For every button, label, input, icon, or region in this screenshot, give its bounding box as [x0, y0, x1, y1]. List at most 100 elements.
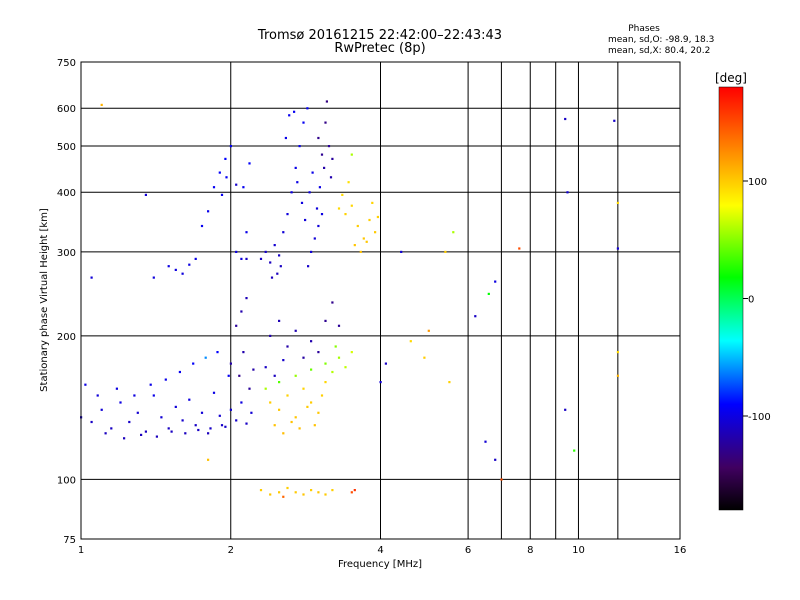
x-axis-label: Frequency [MHz]: [338, 559, 422, 570]
x-tick-label: 2: [228, 545, 234, 556]
x-tick-label: 4: [377, 545, 383, 556]
data-point: [320, 153, 324, 156]
data-point: [178, 370, 181, 374]
data-point: [400, 250, 403, 253]
colorbar-tick-label: 0: [748, 295, 754, 306]
data-point: [324, 381, 327, 384]
data-point: [359, 250, 362, 253]
data-point: [325, 100, 328, 103]
data-point: [278, 319, 281, 322]
data-point: [353, 489, 356, 492]
data-point: [115, 387, 118, 390]
data-point: [282, 432, 285, 435]
y-tick-label: 75: [63, 535, 76, 546]
data-point: [350, 351, 353, 354]
data-point: [318, 186, 321, 189]
chart-title: Tromsø 20161215 22:42:00–22:43:43: [257, 28, 502, 43]
data-point: [365, 240, 368, 243]
data-point: [149, 383, 152, 386]
data-point: [245, 257, 248, 260]
data-point: [317, 491, 320, 494]
plot-frame: [80, 61, 681, 540]
data-point: [362, 237, 365, 240]
data-point: [128, 420, 131, 424]
data-point: [194, 257, 197, 260]
stats-line-o: mean, sd,O: -98.9, 18.3: [608, 35, 714, 45]
data-point: [204, 356, 207, 359]
data-point: [294, 491, 297, 494]
data-point: [329, 176, 333, 179]
stats-line-x: mean, sd,X: 80.4, 20.2: [608, 46, 710, 56]
data-point: [308, 191, 311, 194]
data-point: [248, 162, 251, 165]
data-point: [229, 408, 232, 411]
data-point: [302, 356, 305, 359]
data-point: [384, 362, 387, 365]
data-point: [331, 301, 334, 304]
data-point: [376, 215, 379, 219]
data-point: [313, 424, 316, 427]
data-point: [279, 265, 282, 268]
data-point: [184, 432, 187, 435]
data-point: [302, 387, 305, 390]
data-point: [350, 491, 353, 494]
data-point: [286, 394, 289, 397]
data-point: [278, 381, 281, 384]
data-point: [356, 224, 359, 228]
data-point: [302, 121, 305, 124]
y-tick-label: 600: [57, 104, 76, 115]
data-point: [353, 244, 356, 247]
data-point: [331, 489, 334, 492]
data-point: [290, 191, 293, 194]
data-point: [140, 433, 143, 436]
data-point: [573, 449, 576, 452]
data-point: [110, 427, 113, 430]
data-points: [80, 100, 619, 498]
data-point: [350, 153, 353, 156]
data-point: [337, 324, 341, 327]
data-point: [347, 181, 350, 184]
data-point: [278, 491, 281, 494]
data-point: [307, 265, 310, 268]
data-point: [152, 394, 155, 397]
data-point: [494, 280, 497, 283]
data-point: [144, 193, 147, 196]
data-point: [324, 121, 327, 124]
stats-title: Phases: [628, 24, 660, 34]
data-point: [212, 391, 216, 394]
data-point: [474, 315, 477, 318]
data-point: [294, 374, 297, 377]
data-point: [350, 204, 353, 207]
data-point: [306, 405, 309, 408]
data-point: [212, 186, 216, 189]
data-point: [264, 250, 267, 253]
data-point: [409, 340, 412, 343]
x-tick-label: 6: [465, 545, 471, 556]
data-point: [286, 486, 289, 490]
data-point: [317, 351, 320, 354]
data-point: [276, 272, 279, 275]
data-point: [452, 231, 455, 234]
data-point: [344, 213, 347, 216]
data-point: [368, 218, 371, 222]
data-point: [248, 387, 251, 390]
data-point: [311, 171, 314, 174]
y-tick-label: 400: [57, 188, 76, 199]
data-point: [197, 428, 200, 432]
data-point: [220, 424, 224, 427]
data-point: [423, 356, 426, 359]
x-tick-label: 16: [674, 545, 687, 556]
data-point: [252, 368, 255, 371]
colorbar-tick-label: -100: [748, 412, 771, 423]
data-point: [282, 359, 285, 362]
data-point: [310, 340, 313, 343]
data-point: [269, 493, 272, 496]
data-point: [250, 411, 253, 414]
data-point: [427, 329, 430, 332]
data-point: [96, 394, 99, 397]
y-tick-label: 200: [57, 332, 76, 343]
data-point: [238, 374, 241, 377]
data-point: [616, 201, 619, 204]
y-tick-label: 300: [57, 248, 76, 259]
data-point: [298, 427, 301, 430]
